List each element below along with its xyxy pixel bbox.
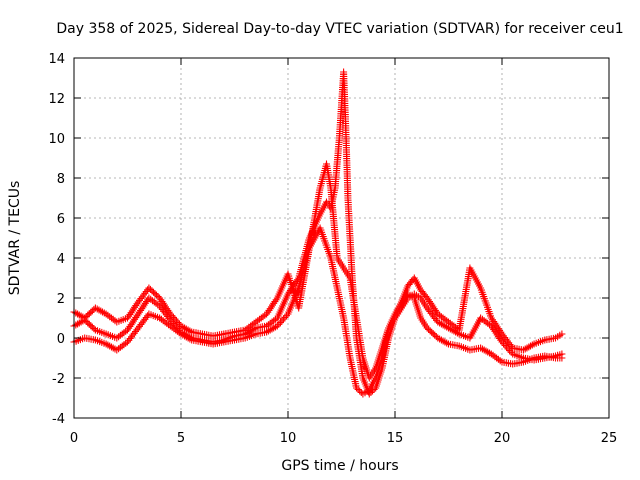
data-point	[166, 316, 174, 324]
data-point	[498, 338, 506, 346]
y-tick-label: 2	[57, 292, 65, 307]
x-tick-label: 5	[177, 431, 185, 446]
data-point	[88, 323, 96, 331]
data-point	[353, 384, 360, 392]
data-point	[354, 386, 362, 393]
data-point	[507, 348, 515, 356]
data-point	[504, 345, 512, 353]
x-tick-label: 15	[387, 431, 404, 446]
x-tick-label: 0	[70, 431, 78, 446]
data-point	[558, 354, 566, 362]
chart-title: Day 358 of 2025, Sidereal Day-to-day VTE…	[56, 21, 623, 37]
series-track-c	[70, 224, 566, 398]
data-point	[500, 340, 507, 348]
data-point	[146, 285, 154, 293]
data-point	[87, 308, 95, 316]
data-point	[81, 316, 89, 324]
data-point	[431, 331, 439, 339]
grid	[74, 58, 609, 418]
data-point	[281, 313, 289, 321]
y-tick-label: 14	[48, 52, 65, 67]
x-tick-label: 10	[280, 431, 297, 446]
data-point	[423, 324, 431, 332]
data-point	[429, 330, 437, 338]
data-point	[501, 341, 509, 349]
tick-labels: 0 5 10 15 20 25 -4 -2 0 2 4 6 8 10 12 14	[48, 52, 617, 446]
y-tick-label: 10	[48, 132, 65, 147]
x-tick-label: 20	[494, 431, 511, 446]
data-point	[151, 290, 159, 298]
data-point	[506, 347, 514, 355]
data-point	[276, 319, 284, 327]
data-point	[273, 322, 281, 330]
data-point	[275, 320, 283, 328]
y-tick-label: 6	[57, 212, 65, 227]
data-point	[279, 315, 287, 323]
x-axis-label: GPS time / hours	[281, 458, 398, 474]
y-tick-label: 12	[48, 92, 65, 107]
data-marks	[70, 68, 566, 398]
y-axis-label: SDTVAR / TECUs	[7, 181, 23, 296]
data-point	[82, 317, 90, 325]
data-point	[356, 387, 364, 395]
y-tick-label: -4	[52, 412, 65, 427]
data-point	[558, 330, 566, 338]
data-point	[90, 325, 98, 333]
data-point	[283, 312, 290, 320]
y-tick-label: -2	[52, 372, 65, 387]
plot-frame	[73, 57, 610, 419]
y-tick-label: 8	[57, 172, 65, 187]
data-point	[87, 322, 95, 330]
data-point	[425, 325, 433, 333]
data-point	[88, 307, 96, 315]
y-tick-label: 0	[57, 332, 65, 347]
data-point	[145, 284, 153, 292]
data-point	[153, 291, 160, 299]
axis-ticks	[73, 57, 610, 419]
y-tick-label: 4	[57, 252, 65, 267]
x-tick-label: 25	[601, 431, 618, 446]
